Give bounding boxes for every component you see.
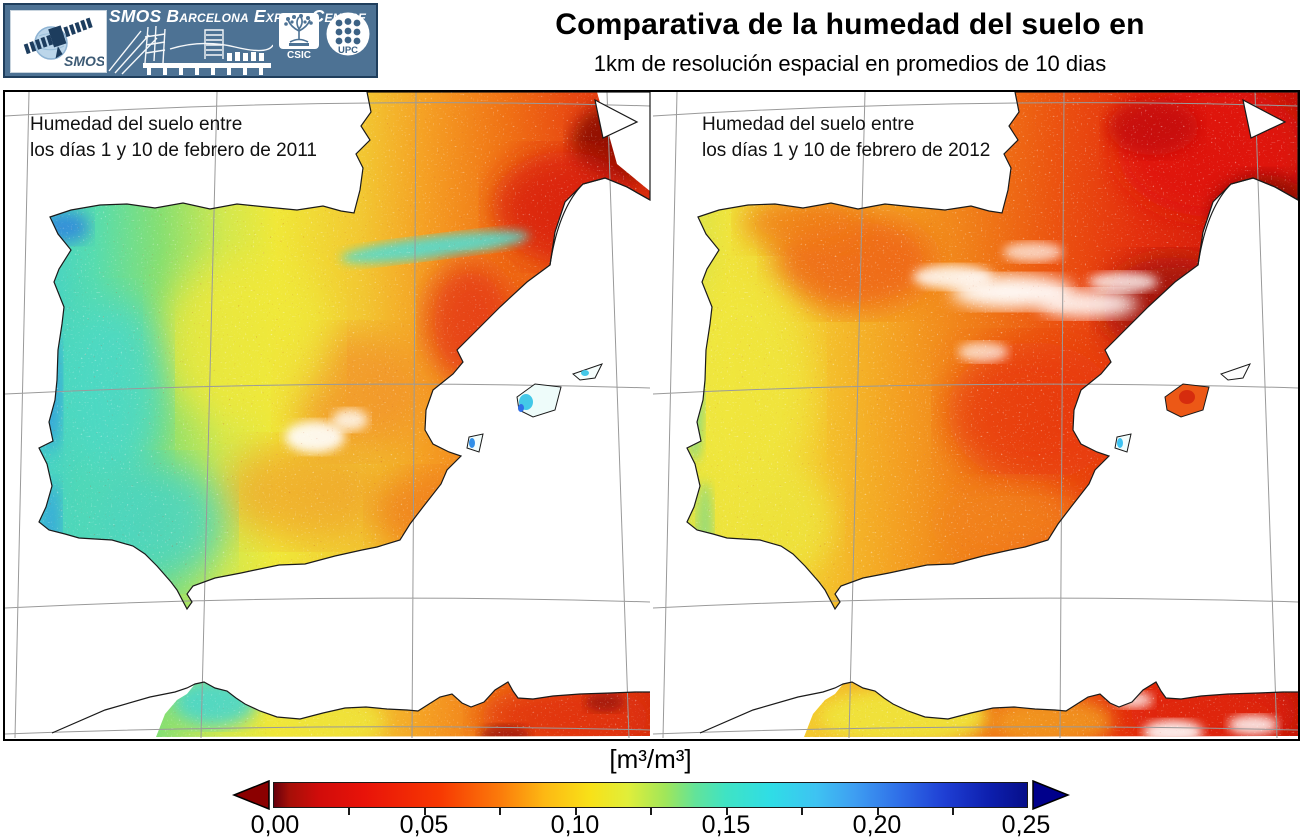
colorbar-gradient bbox=[273, 782, 1028, 808]
soil-moisture-texture-2012 bbox=[687, 92, 1298, 737]
map-label-2011-line2: los días 1 y 10 de febrero de 2011 bbox=[30, 140, 317, 161]
map-2012 bbox=[652, 91, 1299, 739]
colorbar-right-arrow-icon bbox=[1032, 780, 1071, 810]
colorbar-tick-label: 0,15 bbox=[701, 811, 751, 839]
smos-wordmark: SMOS bbox=[64, 53, 104, 69]
upc-logo: UPC bbox=[325, 11, 371, 57]
csic-crest-icon bbox=[279, 13, 319, 49]
page-title: Comparativa de la humedad del suelo en bbox=[555, 8, 1145, 41]
soil-moisture-texture-2011 bbox=[39, 92, 650, 737]
colorbar-tick-label: 0,25 bbox=[1001, 811, 1051, 839]
colorbar-minor-tick bbox=[650, 807, 652, 815]
colorbar-tick-label: 0,00 bbox=[250, 811, 300, 839]
colorbar-minor-tick bbox=[575, 807, 577, 815]
soil-moisture-maps bbox=[4, 91, 1299, 739]
smos-bec-logo-banner: SMOS SMOS Barcelona Expert Centre bbox=[3, 3, 378, 78]
map-label-2011-line1: Humedad del suelo entre bbox=[30, 114, 243, 135]
colorbar-minor-tick bbox=[348, 807, 350, 815]
colorbar-minor-tick bbox=[424, 807, 426, 815]
csic-label: CSIC bbox=[287, 50, 311, 61]
islands-2011 bbox=[466, 363, 603, 453]
map-2011 bbox=[4, 91, 651, 739]
map-label-2011: Humedad del suelo entre los días 1 y 10 … bbox=[30, 112, 317, 164]
colorbar-tick-label: 0,10 bbox=[550, 811, 600, 839]
colorbar-tick-label: 0,05 bbox=[399, 811, 449, 839]
bec-building-art-icon bbox=[108, 25, 273, 75]
page-subtitle: 1km de resolución espacial en promedios … bbox=[593, 51, 1107, 76]
upc-label: UPC bbox=[338, 45, 358, 56]
csic-logo: CSIC bbox=[277, 13, 321, 61]
smos-satellite-icon: SMOS bbox=[23, 17, 106, 69]
colorbar-tick-label: 0,20 bbox=[852, 811, 902, 839]
colorbar-left-arrow-icon bbox=[231, 780, 270, 810]
upc-dots-icon: UPC bbox=[326, 12, 370, 56]
colorbar-minor-tick bbox=[952, 807, 954, 815]
islands-2012 bbox=[1114, 363, 1251, 453]
map-comparison-panel: Humedad del suelo entre los días 1 y 10 … bbox=[3, 90, 1300, 741]
colorbar-minor-tick bbox=[801, 807, 803, 815]
colorbar-minor-tick bbox=[499, 807, 501, 815]
figure-header: Comparativa de la humedad del suelo en 1… bbox=[410, 8, 1290, 77]
map-label-2012-line1: Humedad del suelo entre bbox=[702, 114, 915, 135]
colorbar-minor-tick bbox=[877, 807, 879, 815]
colorbar-minor-tick bbox=[726, 807, 728, 815]
map-label-2012: Humedad del suelo entre los días 1 y 10 … bbox=[702, 112, 990, 164]
smos-logo: SMOS bbox=[10, 10, 107, 73]
map-label-2012-line2: los días 1 y 10 de febrero de 2012 bbox=[702, 140, 991, 161]
colorbar-unit-label: [m³/m³] bbox=[609, 744, 692, 774]
